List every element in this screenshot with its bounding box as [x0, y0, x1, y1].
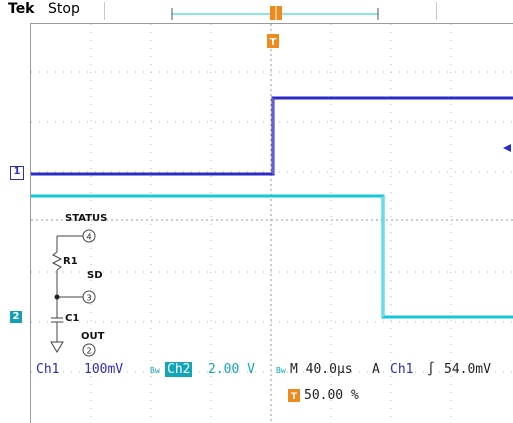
brand-logo: Tek [8, 1, 35, 17]
ch2-ground-marker[interactable]: 2 [10, 311, 22, 323]
sd-pin-number: 3 [86, 294, 91, 303]
trigger-marker-icon: T [267, 34, 279, 48]
trigger-marker-label: T [270, 37, 277, 48]
r1-label: R1 [63, 256, 78, 267]
c1-label: C1 [65, 313, 80, 324]
ch2-scale: 2.00 V [208, 362, 255, 377]
ch1-waveform [31, 96, 513, 176]
trigger-slope-icon: ∫ [427, 362, 435, 377]
sd-label: SD [87, 270, 103, 281]
ch1-ground-marker[interactable]: 1 [10, 166, 24, 180]
graticule [31, 24, 513, 423]
out-pin-number: 2 [86, 347, 91, 356]
ch2-waveform [31, 194, 513, 319]
out-label: OUT [81, 331, 105, 342]
bw-icon: Bw [150, 366, 160, 375]
timebase: M 40.0µs [290, 362, 353, 377]
circuit-diagram: 4 3 2 [50, 229, 96, 357]
trigger-source: Ch1 [390, 362, 414, 377]
status-pin-number: 4 [86, 233, 91, 242]
trigger-position-icon [270, 6, 282, 20]
top-separator [436, 2, 437, 20]
scope-display: T 4 3 2 STATUS R1 SD C1 OUT [30, 23, 513, 423]
trigger-level: 54.0mV [444, 362, 491, 377]
trigger-position: 50.00 % [304, 388, 359, 403]
ch1-name: Ch1 [36, 362, 60, 377]
acquisition-state: Stop [48, 1, 80, 17]
trigger-mode: A [372, 362, 380, 377]
trigger-level-icon [503, 144, 511, 152]
ch2-name: Ch2 [165, 362, 193, 377]
status-label: STATUS [65, 213, 108, 224]
ch1-scale: 100mV [84, 362, 124, 377]
top-separator [104, 2, 105, 20]
bw-icon: Bw [276, 366, 286, 375]
trigger-position-icon: T [288, 389, 300, 402]
trigger-position-marker-label: T [291, 392, 298, 402]
ch2-name-badge: Ch2 [165, 362, 193, 377]
